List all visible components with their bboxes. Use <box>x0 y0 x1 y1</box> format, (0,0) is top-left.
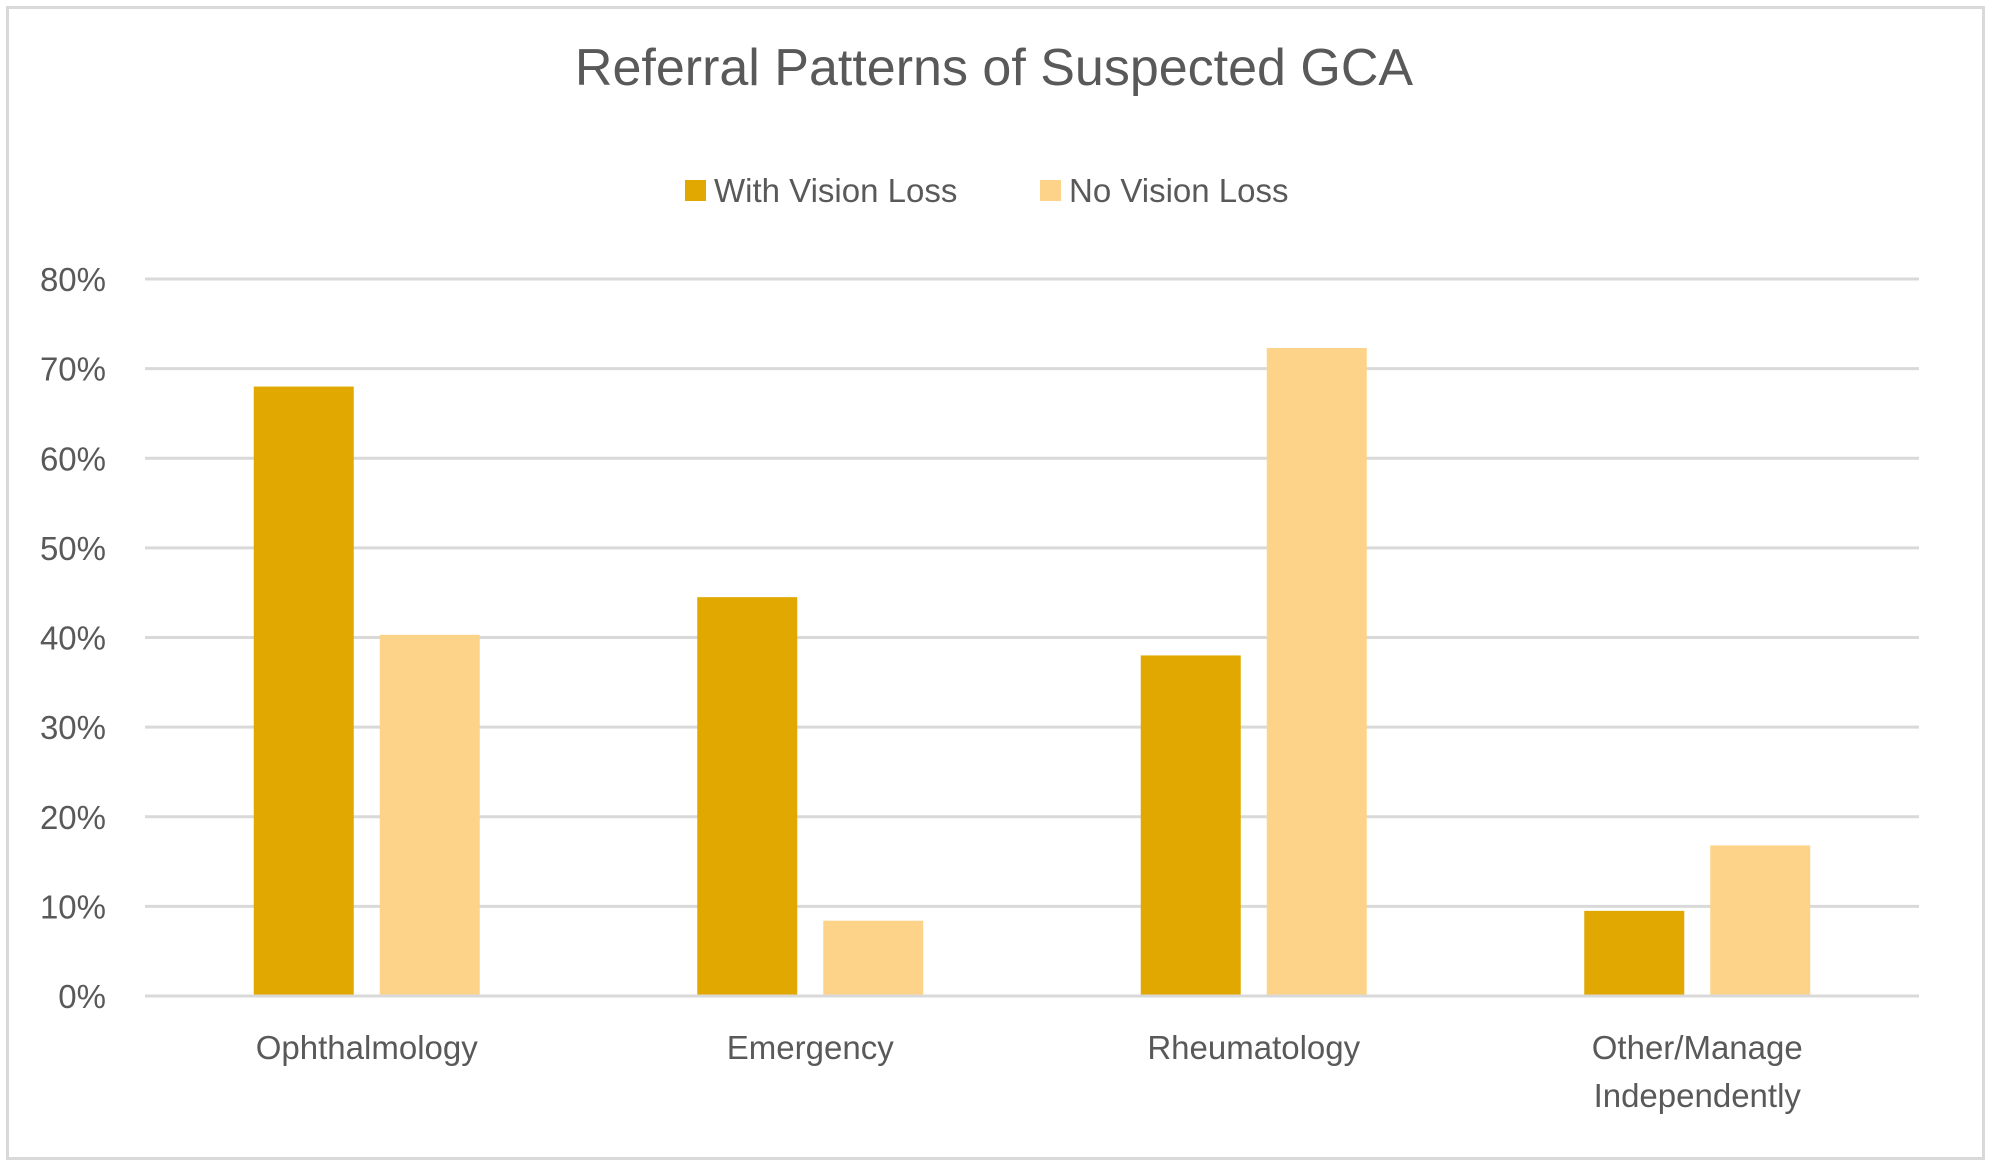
bar-with-vision-loss <box>1584 910 1685 996</box>
bar-with-vision-loss <box>697 597 798 996</box>
legend: With Vision Loss No Vision Loss <box>685 172 1289 209</box>
y-tick-label: 10% <box>40 888 106 925</box>
y-tick-label: 0% <box>58 978 106 1015</box>
y-tick-label: 30% <box>40 709 106 746</box>
chart-svg: Referral Patterns of Suspected GCA With … <box>40 39 1919 1114</box>
x-tick-label: Emergency <box>727 1029 894 1066</box>
y-tick-label: 70% <box>40 351 106 388</box>
x-tick-label: Rheumatology <box>1147 1029 1360 1066</box>
bar-no-vision-loss <box>823 920 924 996</box>
y-tick-label: 80% <box>40 261 106 298</box>
chart-frame: Referral Patterns of Suspected GCA With … <box>6 6 1985 1160</box>
y-tick-label: 40% <box>40 620 106 657</box>
bars <box>253 348 1811 997</box>
y-axis: 0% 10% 20% 30% 40% 50% 60% 70% 80% <box>40 261 106 1015</box>
legend-label: No Vision Loss <box>1069 172 1289 209</box>
y-tick-label: 60% <box>40 440 106 477</box>
bar-no-vision-loss <box>379 634 480 996</box>
bar-with-vision-loss <box>1140 655 1241 996</box>
x-tick-label: Independently <box>1594 1077 1802 1114</box>
y-tick-label: 20% <box>40 799 106 836</box>
legend-label: With Vision Loss <box>714 172 957 209</box>
legend-swatch <box>685 180 706 201</box>
x-axis: Ophthalmology Emergency Rheumatology Other/… <box>145 994 1919 1114</box>
legend-swatch <box>1040 180 1061 201</box>
bar-no-vision-loss <box>1710 845 1811 996</box>
chart-title: Referral Patterns of Suspected GCA <box>575 39 1413 97</box>
x-tick-label: Other/Manage <box>1592 1029 1803 1066</box>
bar-with-vision-loss <box>253 386 354 996</box>
y-tick-label: 50% <box>40 530 106 567</box>
x-tick-label: Ophthalmology <box>256 1029 478 1066</box>
bar-no-vision-loss <box>1266 348 1367 997</box>
